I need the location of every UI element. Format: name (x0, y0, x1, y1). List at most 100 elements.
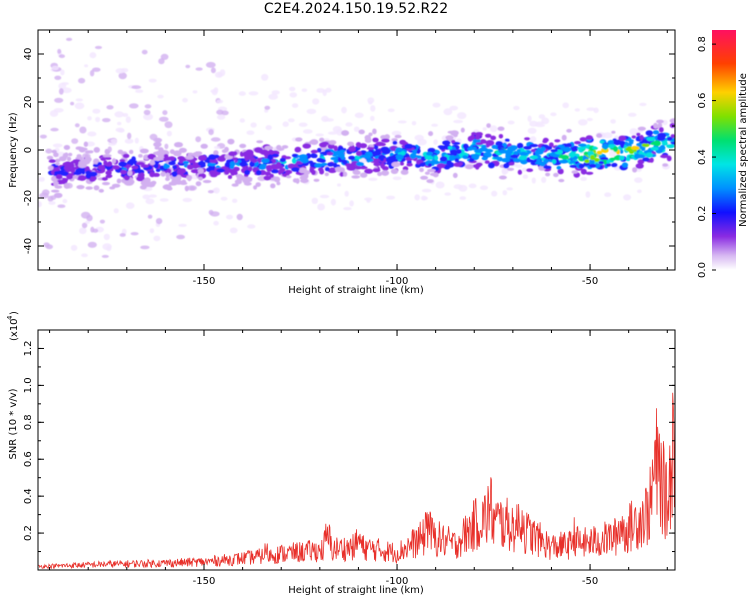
heatmap-cell (431, 123, 438, 127)
heatmap-cell (186, 164, 194, 170)
heatmap-cell (255, 170, 262, 176)
heatmap-cell (57, 204, 66, 208)
heatmap-cell (51, 65, 59, 71)
heatmap-cell (53, 180, 59, 186)
heatmap-cell (598, 161, 605, 165)
heatmap-cell (102, 154, 112, 158)
heatmap-cell (506, 187, 513, 191)
heatmap-cell (502, 190, 508, 196)
heatmap-cell (439, 156, 448, 162)
heatmap-cell (216, 168, 225, 173)
heatmap-cell (637, 159, 645, 165)
heatmap-cell (327, 168, 337, 174)
heatmap-cell (523, 146, 532, 150)
heatmap-cell (315, 133, 324, 137)
heatmap-cell (542, 139, 548, 144)
heatmap-cell (596, 150, 603, 155)
heatmap-cell (488, 162, 495, 169)
heatmap-cell (550, 149, 558, 153)
heatmap-cell (518, 155, 527, 161)
heatmap-cell (271, 153, 279, 157)
heatmap-cell (548, 142, 554, 148)
heatmap-cell (341, 106, 347, 114)
heatmap-cell (125, 116, 131, 123)
heatmap-cell (211, 89, 218, 96)
heatmap-cell (311, 197, 318, 204)
heatmap-cell (75, 98, 84, 102)
heatmap-cell (81, 211, 91, 219)
heatmap-cell (320, 162, 328, 167)
heatmap-cell (45, 148, 53, 154)
heatmap-cell (527, 127, 537, 134)
heatmap-cell (513, 105, 520, 111)
heatmap-cell (131, 165, 139, 170)
heatmap-cell (110, 138, 118, 143)
heatmap-cell (103, 160, 108, 167)
heatmap-cell (331, 152, 338, 157)
heatmap-cell (319, 194, 330, 199)
heatmap-cell (142, 179, 150, 185)
heatmap-cell (490, 135, 497, 141)
heatmap-cell (66, 164, 72, 170)
heatmap-cell (606, 160, 611, 164)
heatmap-cell (117, 128, 125, 133)
heatmap-cell (143, 113, 154, 121)
heatmap-cell (83, 141, 89, 147)
heatmap-cell (265, 125, 272, 131)
heatmap-cell (531, 177, 536, 184)
heatmap-cell (235, 174, 244, 178)
heatmap-cell (209, 211, 220, 217)
heatmap-cell (173, 150, 182, 157)
x-tick-label: -100 (386, 276, 409, 287)
heatmap-cell (139, 185, 147, 190)
heatmap-cell (84, 150, 93, 154)
heatmap-cell (435, 181, 445, 189)
heatmap-cell (71, 138, 79, 144)
heatmap-marks (38, 37, 675, 258)
heatmap-cell (339, 149, 346, 154)
heatmap-cell (370, 115, 375, 121)
x-tick-label: -100 (386, 576, 409, 587)
heatmap-cell (489, 125, 498, 133)
heatmap-cell (279, 157, 286, 163)
heatmap-cell (239, 118, 245, 123)
heatmap-cell (266, 167, 272, 172)
heatmap-cell (216, 99, 224, 104)
heatmap-cell (100, 157, 106, 161)
heatmap-cell (392, 140, 398, 145)
heatmap-cell (501, 158, 511, 163)
heatmap-cell (521, 167, 528, 172)
heatmap-cell (87, 131, 97, 137)
heatmap-cell (154, 146, 160, 150)
heatmap-cell (247, 166, 253, 171)
x-tick-label: -150 (193, 276, 216, 287)
spectrogram-panel: -150 -100 -50 -40 -20 0 20 40 Height of straigh… (8, 29, 676, 296)
heatmap-cell (570, 160, 576, 164)
heatmap-cell (98, 188, 105, 193)
heatmap-cell (105, 170, 112, 176)
heatmap-cell (642, 157, 650, 162)
heatmap-cell (454, 158, 459, 163)
heatmap-cell (585, 171, 594, 175)
heatmap-cell (561, 134, 567, 141)
heatmap-cell (182, 197, 193, 203)
heatmap-cell (594, 163, 601, 169)
heatmap-cell (645, 152, 653, 158)
heatmap-cell (452, 172, 458, 179)
heatmap-cell (548, 156, 556, 160)
heatmap-cell (270, 183, 276, 189)
figure-title: C2E4.2024.150.19.52.R22 (263, 1, 449, 17)
heatmap-cell (328, 140, 337, 145)
heatmap-cell (205, 61, 216, 68)
heatmap-cell (504, 138, 510, 142)
heatmap-cell (650, 146, 659, 151)
heatmap-cell (524, 137, 531, 141)
heatmap-cell (588, 164, 597, 168)
heatmap-cell (78, 77, 86, 84)
heatmap-cell (282, 121, 289, 127)
heatmap-cell (606, 163, 612, 167)
heatmap-cell (649, 157, 654, 163)
heatmap-cell (306, 108, 317, 115)
heatmap-cell (469, 158, 475, 162)
heatmap-cell (148, 78, 157, 83)
